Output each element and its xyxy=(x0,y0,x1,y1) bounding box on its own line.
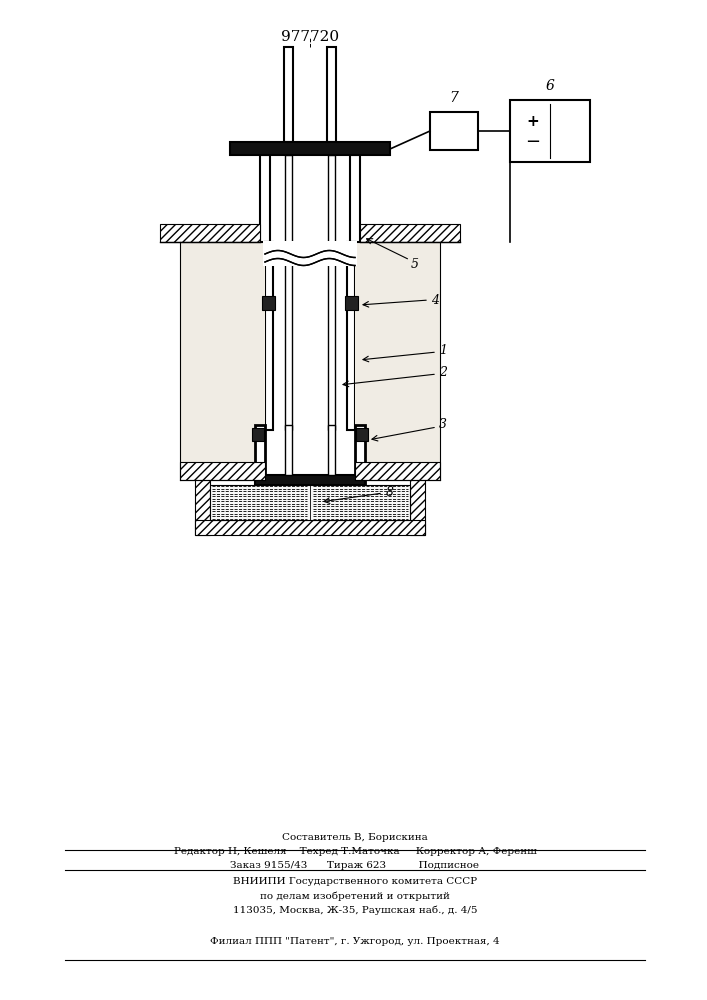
Text: Редактор Н, Кешеля    Техред Т.Маточка     Корректор А, Ференш: Редактор Н, Кешеля Техред Т.Маточка Корр… xyxy=(173,848,537,856)
Bar xyxy=(355,242,440,480)
Text: 977720: 977720 xyxy=(281,30,339,44)
Bar xyxy=(195,520,425,535)
Text: −: − xyxy=(525,133,540,151)
Bar xyxy=(328,242,335,430)
Bar xyxy=(347,242,355,430)
Bar xyxy=(356,428,368,441)
Bar xyxy=(410,470,425,535)
Bar xyxy=(345,296,358,310)
Bar xyxy=(285,425,292,475)
Bar xyxy=(260,155,270,242)
Text: Составитель В, Борискина: Составитель В, Борискина xyxy=(282,834,428,842)
Text: 6: 6 xyxy=(546,79,554,93)
Bar xyxy=(180,242,265,480)
Bar xyxy=(265,242,273,430)
Bar xyxy=(160,224,260,242)
Text: ВНИИПИ Государственного комитета СССР: ВНИИПИ Государственного комитета СССР xyxy=(233,878,477,886)
Bar xyxy=(355,425,365,485)
Bar xyxy=(255,475,365,485)
Text: 113035, Москва, Ж-35, Раушская наб., д. 4/5: 113035, Москва, Ж-35, Раушская наб., д. … xyxy=(233,905,477,915)
Bar xyxy=(510,100,590,162)
Text: 5: 5 xyxy=(411,257,419,270)
Bar xyxy=(252,428,264,441)
Text: 3: 3 xyxy=(439,418,447,432)
Text: Филиал ППП "Патент", г. Ужгород, ул. Проектная, 4: Филиал ППП "Патент", г. Ужгород, ул. Про… xyxy=(210,938,500,946)
Text: по делам изобретений и открытий: по делам изобретений и открытий xyxy=(260,891,450,901)
Text: Заказ 9155/43      Тираж 623          Подписное: Заказ 9155/43 Тираж 623 Подписное xyxy=(230,861,479,870)
Bar xyxy=(255,425,265,485)
Bar xyxy=(328,155,335,242)
Bar xyxy=(328,425,335,475)
Bar xyxy=(263,241,357,266)
Bar xyxy=(360,224,460,242)
Bar xyxy=(195,470,210,535)
Bar xyxy=(284,47,293,142)
Text: +: + xyxy=(526,114,539,129)
Bar xyxy=(285,242,292,430)
Bar xyxy=(230,142,390,155)
Bar xyxy=(285,155,292,242)
Bar xyxy=(262,296,275,310)
Bar xyxy=(430,112,478,150)
Bar xyxy=(210,485,410,520)
Bar xyxy=(327,47,336,142)
Bar xyxy=(355,462,440,480)
Bar xyxy=(180,462,265,480)
Text: 7: 7 xyxy=(450,91,458,105)
Text: 4: 4 xyxy=(431,294,439,306)
Bar xyxy=(350,155,360,242)
Text: 1: 1 xyxy=(439,344,447,357)
Text: 8: 8 xyxy=(386,486,394,498)
Text: 2: 2 xyxy=(439,365,447,378)
